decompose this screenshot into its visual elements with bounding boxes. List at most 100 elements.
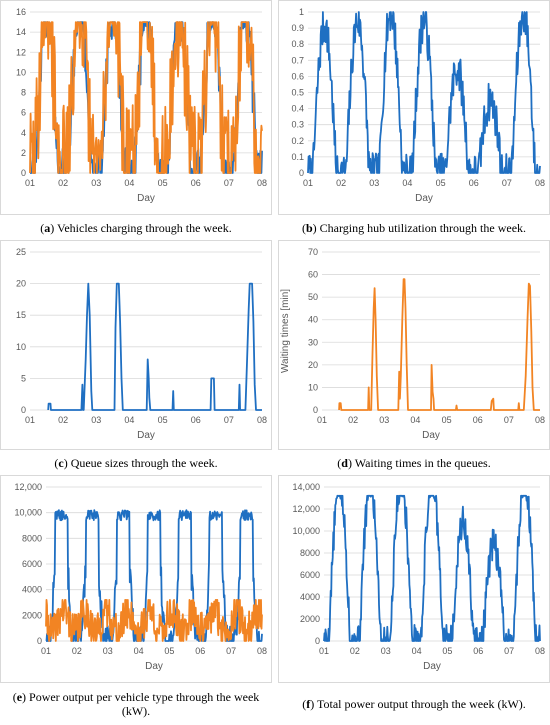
caption-letter: a	[44, 221, 51, 235]
y-tick-label: 10,000	[292, 526, 320, 536]
x-tick-label: 08	[535, 178, 545, 188]
chart-svg-b: 0 0.1 0.2 0.3 0.4 0.5 0.6 0.7 0.8 0.9 1 01 02 03 04 05 0…	[278, 0, 550, 215]
caption-c: (c) Queue sizes through the week.	[54, 456, 218, 470]
chart-svg-e: 0 2000 4000 6000 8000 10,000 12,000 01 02 03 04 05 0…	[0, 475, 272, 683]
x-tick-label: 07	[224, 415, 234, 425]
y-tick-label: 10	[308, 382, 318, 392]
y-tick-label: 20	[16, 279, 26, 289]
x-tick-label: 02	[336, 178, 346, 188]
y-tick-label: 15	[16, 310, 26, 320]
y-tick-label: 0.3	[291, 120, 304, 130]
y-tick-label: 20	[308, 360, 318, 370]
x-tick-label: 05	[436, 178, 446, 188]
x-tick-label: 01	[317, 415, 327, 425]
y-tick-label: 0.5	[291, 88, 304, 98]
x-tick-label: 04	[124, 415, 134, 425]
x-tick-label: 08	[257, 646, 267, 656]
caption-letter: b	[305, 221, 313, 235]
y-tick-label: 50	[308, 292, 318, 302]
x-tick-label: 06	[473, 415, 483, 425]
y-tick-label: 0	[299, 168, 304, 178]
y-tick-label: 8000	[22, 533, 42, 543]
y-tick-label: 0.8	[291, 39, 304, 49]
x-tick-label: 05	[442, 415, 452, 425]
x-axis-title: Day	[422, 430, 440, 441]
y-tick-label: 6000	[22, 559, 42, 569]
y-tick-label: 0	[37, 636, 42, 646]
y-tick-label: 2000	[22, 610, 42, 620]
series-line-blue	[47, 282, 262, 411]
y-tick-label: 0.9	[291, 23, 304, 33]
y-tick-label: 0	[315, 636, 320, 646]
x-tick-label: 04	[412, 646, 422, 656]
y-tick-label: 10	[16, 67, 26, 77]
x-tick-label: 06	[473, 646, 483, 656]
x-tick-label: 06	[191, 178, 201, 188]
caption-text: Total power output through the week (kW)…	[317, 697, 526, 711]
series-line-blue	[307, 11, 541, 174]
x-tick-label: 05	[164, 646, 174, 656]
y-tick-label: 8	[21, 88, 26, 98]
y-axis-title: Waiting times [min]	[280, 289, 291, 373]
chart-panel-c: 0 5 10 15 20 25 01 02 03 04 05 06 07 08 Day	[0, 240, 272, 450]
y-tick-label: 6000	[300, 570, 320, 580]
chart-frame	[278, 475, 550, 683]
y-tick-label: 14,000	[292, 482, 320, 492]
chart-frame	[0, 240, 272, 450]
x-tick-label: 03	[91, 178, 101, 188]
x-tick-label: 04	[134, 646, 144, 656]
x-tick-label: 06	[191, 415, 201, 425]
y-tick-label: 25	[16, 247, 26, 257]
y-tick-label: 60	[308, 270, 318, 280]
caption-letter: c	[58, 456, 64, 470]
x-axis-title: Day	[137, 430, 155, 441]
caption-a: (a) Vehicles charging through the week.	[40, 221, 232, 235]
caption-text: Vehicles charging through the week.	[57, 221, 232, 235]
x-tick-label: 01	[319, 646, 329, 656]
y-tick-label: 4000	[300, 592, 320, 602]
chart-frame	[0, 475, 272, 683]
x-tick-label: 08	[257, 178, 267, 188]
x-tick-label: 07	[226, 646, 236, 656]
x-tick-label: 06	[195, 646, 205, 656]
x-tick-label: 07	[224, 178, 234, 188]
x-tick-label: 03	[91, 415, 101, 425]
y-tick-label: 4	[21, 128, 26, 138]
y-tick-label: 0.2	[291, 136, 304, 146]
y-tick-label: 30	[308, 337, 318, 347]
y-tick-label: 5	[21, 373, 26, 383]
y-tick-label: 14	[16, 27, 26, 37]
y-tick-label: 0.1	[291, 152, 304, 162]
y-tick-label: 2000	[300, 614, 320, 624]
chart-panel-d: 0 10 20 30 40 50 60 70 01 02 03 04 05 06 07 08 Day Waitin…	[278, 240, 550, 450]
caption-text: Queue sizes through the week.	[70, 456, 218, 470]
y-tick-label: 6	[21, 108, 26, 118]
x-tick-label: 01	[25, 415, 35, 425]
x-tick-label: 04	[124, 178, 134, 188]
series-line-orange	[338, 278, 540, 411]
y-tick-label: 12,000	[292, 504, 320, 514]
y-tick-label: 1	[299, 7, 304, 17]
chart-panel-e: 0 2000 4000 6000 8000 10,000 12,000 01 02 03 04 05 0…	[0, 475, 272, 683]
x-tick-label: 03	[369, 178, 379, 188]
x-tick-label: 08	[535, 415, 545, 425]
caption-f: (f) Total power output through the week …	[302, 697, 526, 711]
x-tick-label: 02	[72, 646, 82, 656]
series-line-orange	[45, 599, 263, 642]
chart-panel-b: 0 0.1 0.2 0.3 0.4 0.5 0.6 0.7 0.8 0.9 1 01 02 03 04 05 0…	[278, 0, 550, 215]
caption-letter: d	[341, 456, 348, 470]
y-tick-label: 0	[313, 405, 318, 415]
x-tick-label: 04	[410, 415, 420, 425]
caption-e: (e) Power output per vehicle type throug…	[12, 690, 260, 718]
series-line-orange	[29, 21, 263, 174]
x-tick-label: 03	[381, 646, 391, 656]
x-tick-label: 08	[535, 646, 545, 656]
x-tick-label: 03	[379, 415, 389, 425]
y-tick-label: 12	[16, 47, 26, 57]
x-tick-label: 07	[504, 646, 514, 656]
chart-svg-d: 0 10 20 30 40 50 60 70 01 02 03 04 05 06 07 08 Day Waitin…	[278, 240, 550, 450]
x-tick-label: 05	[442, 646, 452, 656]
x-axis-title: Day	[415, 193, 433, 204]
series-line-blue	[323, 494, 541, 642]
